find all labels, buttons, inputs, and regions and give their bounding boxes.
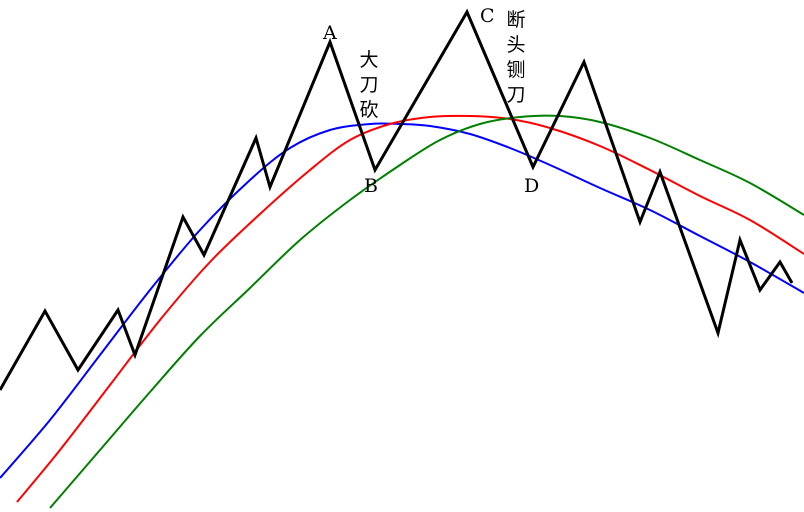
- annotation-char: 头: [506, 34, 525, 56]
- point-label-layer: A B C D: [322, 5, 539, 197]
- moving-average-3-line: [49, 114, 804, 509]
- annotation-char: 断: [506, 9, 525, 31]
- price-line: [0, 8, 794, 391]
- annotation-char: 砍: [359, 99, 378, 121]
- point-label-d: D: [524, 175, 539, 197]
- point-label-a: A: [322, 22, 337, 44]
- annotation-char: 铡: [506, 59, 525, 81]
- annotation-char: 刀: [359, 74, 378, 96]
- series-layer: [0, 8, 804, 509]
- point-label-c: C: [480, 5, 495, 27]
- point-label-b: B: [364, 175, 378, 197]
- annotation-big-knife: 大刀砍: [359, 49, 378, 121]
- annotation-char: 刀: [506, 84, 525, 106]
- annotation-char: 大: [359, 49, 378, 71]
